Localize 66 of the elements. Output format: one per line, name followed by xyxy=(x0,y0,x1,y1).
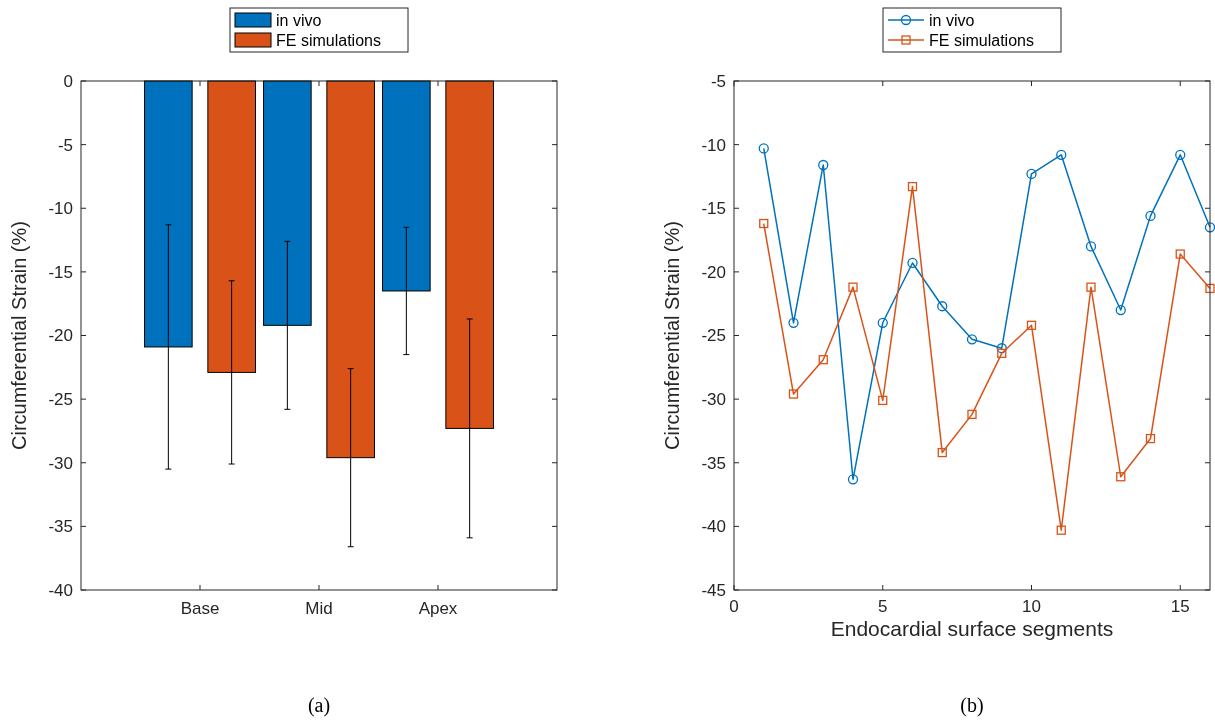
text: (b) xyxy=(960,694,984,717)
y-tick-label: -45 xyxy=(701,580,726,600)
y-tick-label: -20 xyxy=(701,262,726,282)
point xyxy=(907,257,918,269)
point xyxy=(967,409,977,420)
point xyxy=(759,218,769,229)
point xyxy=(1026,168,1037,180)
x-axis-title: Endocardial surface segments xyxy=(830,617,1114,640)
x-tick-label: Apex xyxy=(418,599,458,618)
point xyxy=(788,389,799,399)
y-tick-label: -5 xyxy=(710,71,726,91)
y-tick-label: -40 xyxy=(701,517,726,537)
point xyxy=(1115,304,1126,316)
y-axis-title: Circumferential Strain (%) xyxy=(661,221,683,450)
y-tick-label: -40 xyxy=(48,580,73,600)
point xyxy=(966,334,978,345)
legend-label: in vivo xyxy=(929,11,975,29)
y-tick-label: -25 xyxy=(48,390,73,410)
x-tick-label: 15 xyxy=(1170,597,1190,616)
legend-label: in vivo xyxy=(276,11,322,29)
x-tick-label: 10 xyxy=(1022,597,1041,616)
point xyxy=(877,317,888,328)
x-tick-label: 0 xyxy=(729,597,739,616)
point xyxy=(937,447,947,458)
y-tick-label: -20 xyxy=(48,326,73,346)
y-tick-label: 0 xyxy=(63,71,73,91)
y-tick-label: -10 xyxy=(701,135,726,155)
point xyxy=(1085,241,1097,252)
point xyxy=(818,355,828,365)
point xyxy=(1056,149,1067,160)
y-tick-label: -30 xyxy=(701,390,726,410)
point xyxy=(937,301,948,312)
point xyxy=(1116,472,1126,482)
point xyxy=(907,181,918,192)
point xyxy=(1175,249,1185,259)
x-tick-label: 5 xyxy=(878,597,888,616)
point xyxy=(788,317,799,328)
legend-label: FE simulations xyxy=(276,31,381,49)
point xyxy=(1175,149,1186,160)
y-tick-label: -10 xyxy=(48,199,73,219)
y-tick-label: -25 xyxy=(701,326,726,346)
point xyxy=(1145,210,1156,222)
point xyxy=(878,395,888,406)
y-axis-title: Circumferential Strain (%) xyxy=(8,221,30,450)
point xyxy=(1056,525,1066,535)
point xyxy=(1204,222,1215,233)
point xyxy=(1026,320,1037,330)
text: (a) xyxy=(307,694,331,717)
y-tick-label: -5 xyxy=(57,135,73,155)
y-tick-label: -35 xyxy=(48,517,73,537)
point xyxy=(1145,433,1156,444)
point xyxy=(1205,283,1215,294)
point xyxy=(758,143,769,154)
y-tick-label: -15 xyxy=(48,262,73,282)
y-tick-label: -30 xyxy=(48,453,73,473)
point xyxy=(818,159,829,171)
point xyxy=(847,474,859,485)
y-tick-label: -35 xyxy=(701,453,726,473)
y-tick-label: -15 xyxy=(701,199,726,219)
x-tick-label: Mid xyxy=(305,599,333,618)
x-tick-label: Base xyxy=(180,599,220,618)
point xyxy=(997,348,1007,358)
point xyxy=(996,343,1007,354)
point xyxy=(1086,282,1096,292)
legend-label: FE simulations xyxy=(929,31,1034,49)
point xyxy=(848,282,858,292)
